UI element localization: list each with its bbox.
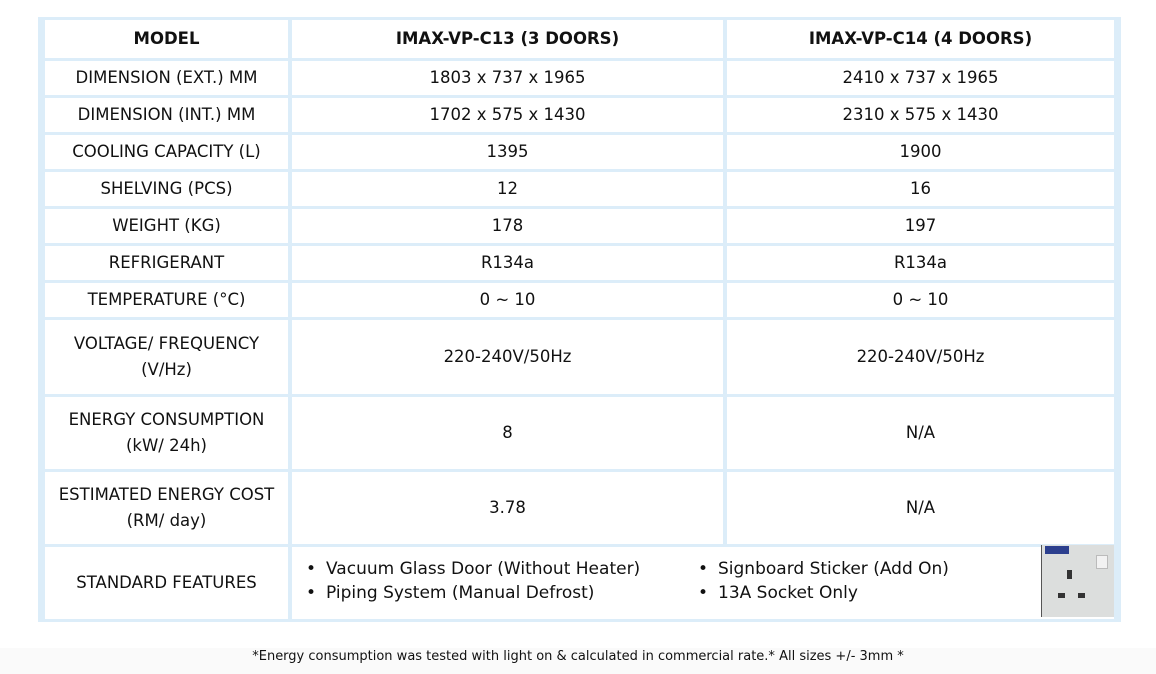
c14-value: 1900 bbox=[727, 135, 1114, 169]
table-row: TEMPERATURE (°C) 0 ~ 10 0 ~ 10 bbox=[45, 283, 1114, 317]
c13-value: 0 ~ 10 bbox=[292, 283, 723, 317]
row-label: TEMPERATURE (°C) bbox=[45, 283, 288, 317]
spec-table-frame: MODEL IMAX-VP-C13 (3 DOORS) IMAX-VP-C14 … bbox=[38, 17, 1121, 622]
c14-value: 16 bbox=[727, 172, 1114, 206]
row-label: COOLING CAPACITY (L) bbox=[45, 135, 288, 169]
row-label: ENERGY CONSUMPTION (kW/ 24h) bbox=[45, 397, 288, 469]
features-label: STANDARD FEATURES bbox=[45, 547, 288, 619]
header-row: MODEL IMAX-VP-C13 (3 DOORS) IMAX-VP-C14 … bbox=[45, 20, 1114, 58]
table-row: DIMENSION (EXT.) MM 1803 x 737 x 1965 2410… bbox=[45, 61, 1114, 95]
table-row: ENERGY CONSUMPTION (kW/ 24h) 8 N/A bbox=[45, 397, 1114, 469]
row-label: VOLTAGE/ FREQUENCY (V/Hz) bbox=[45, 320, 288, 394]
footnote: *Energy consumption was tested with ligh… bbox=[0, 648, 1156, 674]
c13-value: 1803 x 737 x 1965 bbox=[292, 61, 723, 95]
row-label: SHELVING (PCS) bbox=[45, 172, 288, 206]
c14-value: R134a bbox=[727, 246, 1114, 280]
c13-value: 3.78 bbox=[292, 472, 723, 544]
c14-value: N/A bbox=[727, 397, 1114, 469]
feature-item: 13A Socket Only bbox=[694, 581, 949, 605]
table-row: VOLTAGE/ FREQUENCY (V/Hz) 220-240V/50Hz 22… bbox=[45, 320, 1114, 394]
row-label: REFRIGERANT bbox=[45, 246, 288, 280]
table-row: REFRIGERANT R134a R134a bbox=[45, 246, 1114, 280]
table-row: COOLING CAPACITY (L) 1395 1900 bbox=[45, 135, 1114, 169]
row-label: DIMENSION (EXT.) MM bbox=[45, 61, 288, 95]
row-label: ESTIMATED ENERGY COST (RM/ day) bbox=[45, 472, 288, 544]
c14-value: N/A bbox=[727, 472, 1114, 544]
row-label: DIMENSION (INT.) MM bbox=[45, 98, 288, 132]
feature-item: Vacuum Glass Door (Without Heater) bbox=[302, 557, 640, 581]
c14-value: 0 ~ 10 bbox=[727, 283, 1114, 317]
feature-item: Piping System (Manual Defrost) bbox=[302, 581, 640, 605]
header-c14: IMAX-VP-C14 (4 DOORS) bbox=[727, 20, 1114, 58]
c13-value: 12 bbox=[292, 172, 723, 206]
row-label: WEIGHT (KG) bbox=[45, 209, 288, 243]
table-row: ESTIMATED ENERGY COST (RM/ day) 3.78 N/A bbox=[45, 472, 1114, 544]
header-c13: IMAX-VP-C13 (3 DOORS) bbox=[292, 20, 723, 58]
socket-image bbox=[1041, 545, 1114, 617]
table-row: DIMENSION (INT.) MM 1702 x 575 x 1430 2310… bbox=[45, 98, 1114, 132]
feature-item: Signboard Sticker (Add On) bbox=[694, 557, 949, 581]
features-cell: Vacuum Glass Door (Without Heater) Pipin… bbox=[292, 545, 1114, 619]
c14-value: 2310 x 575 x 1430 bbox=[727, 98, 1114, 132]
features-list-2: Signboard Sticker (Add On) 13A Socket On… bbox=[694, 557, 949, 605]
c13-value: 178 bbox=[292, 209, 723, 243]
c13-value: R134a bbox=[292, 246, 723, 280]
features-list-1: Vacuum Glass Door (Without Heater) Pipin… bbox=[302, 557, 640, 605]
c13-value: 220-240V/50Hz bbox=[292, 320, 723, 394]
c13-value: 8 bbox=[292, 397, 723, 469]
c14-value: 197 bbox=[727, 209, 1114, 243]
table-row: WEIGHT (KG) 178 197 bbox=[45, 209, 1114, 243]
c14-value: 220-240V/50Hz bbox=[727, 320, 1114, 394]
table-row: SHELVING (PCS) 12 16 bbox=[45, 172, 1114, 206]
header-model: MODEL bbox=[45, 20, 288, 58]
c13-value: 1395 bbox=[292, 135, 723, 169]
features-row: STANDARD FEATURES Vacuum Glass Door (Wit… bbox=[45, 545, 1114, 619]
c13-value: 1702 x 575 x 1430 bbox=[292, 98, 723, 132]
spec-table: MODEL IMAX-VP-C13 (3 DOORS) IMAX-VP-C14 … bbox=[41, 17, 1118, 622]
c14-value: 2410 x 737 x 1965 bbox=[727, 61, 1114, 95]
